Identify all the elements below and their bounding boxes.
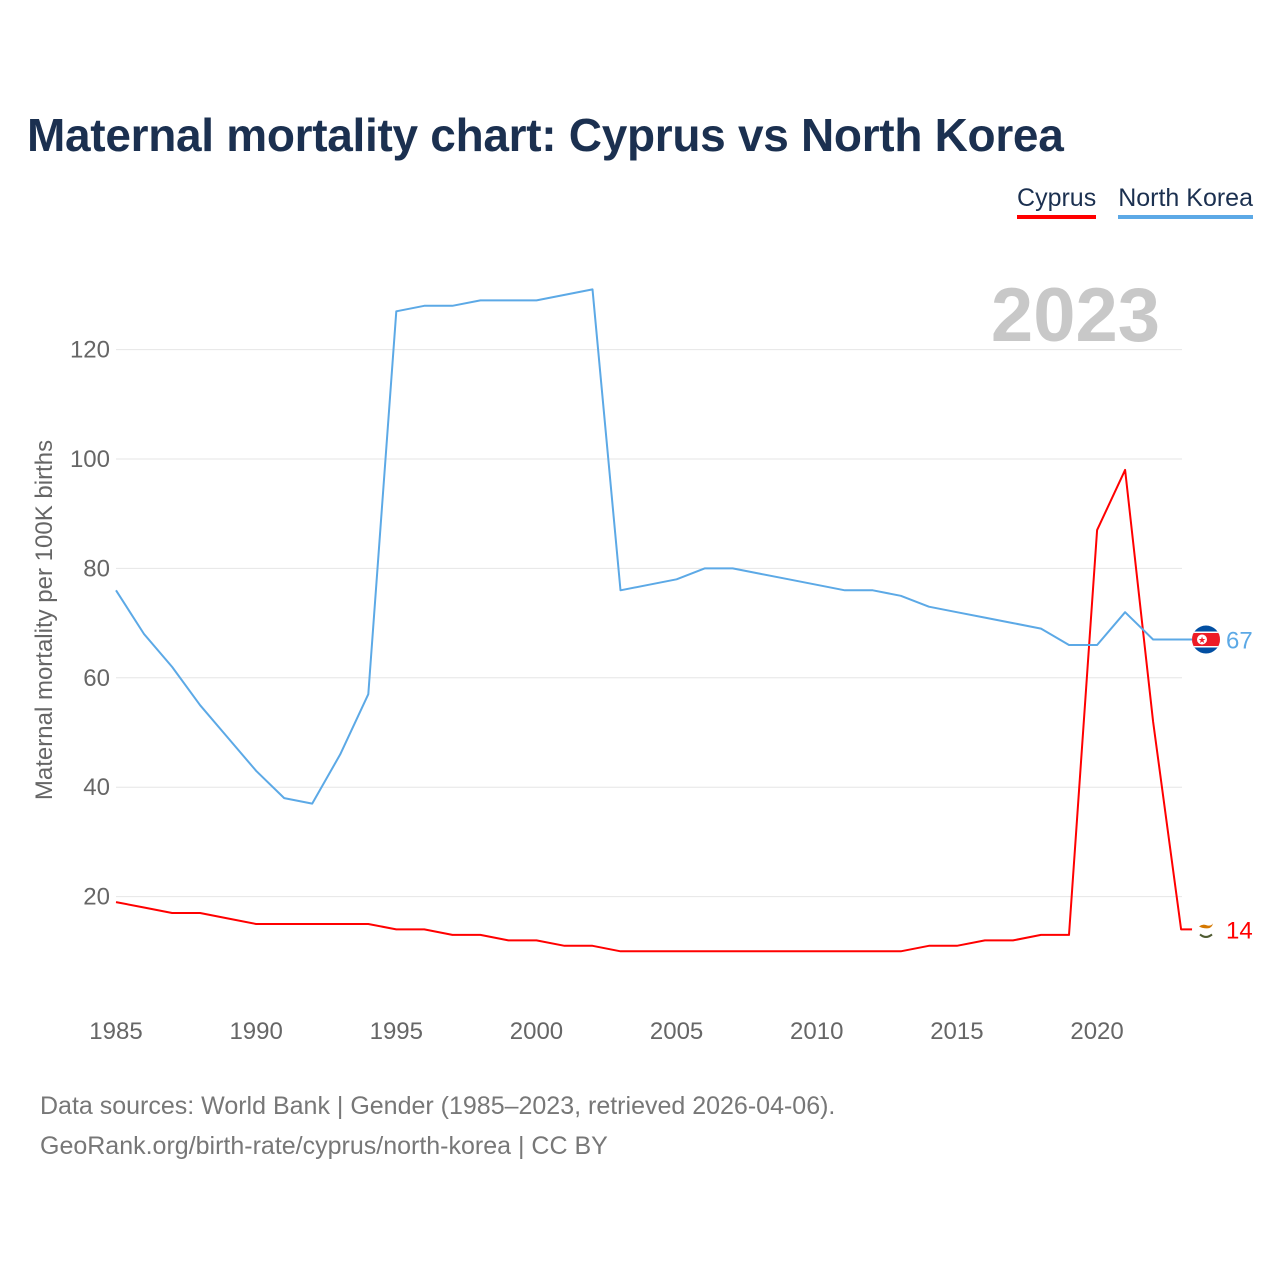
gridlines <box>116 349 1182 898</box>
y-axis-ticks: 20 40 60 80 100 120 <box>70 337 110 911</box>
x-tick-label: 1990 <box>229 1018 282 1045</box>
y-tick-label: 60 <box>83 665 110 692</box>
cyprus-flag-icon <box>1192 915 1220 944</box>
x-tick-label: 1985 <box>89 1018 142 1045</box>
attribution-line[interactable]: GeoRank.org/birth-rate/cyprus/north-kore… <box>40 1132 608 1160</box>
y-tick-label: 20 <box>83 884 110 911</box>
svg-text:★: ★ <box>1198 635 1206 645</box>
x-tick-label: 2015 <box>930 1018 983 1045</box>
end-value-label-north-korea: 67 <box>1226 628 1253 655</box>
end-value-label-cyprus: 14 <box>1226 917 1253 944</box>
y-tick-label: 100 <box>70 446 110 473</box>
year-watermark: 2023 <box>991 273 1160 358</box>
legend-item-cyprus[interactable]: Cyprus <box>1017 184 1097 219</box>
x-tick-label: 2010 <box>790 1018 843 1045</box>
series-lines <box>115 288 1196 953</box>
x-tick-label: 2000 <box>510 1018 563 1045</box>
legend-item-north-korea[interactable]: North Korea <box>1118 184 1253 219</box>
footer: Data sources: World Bank | Gender (1985–… <box>40 1086 835 1166</box>
y-tick-label: 40 <box>83 774 110 801</box>
x-tick-label: 2005 <box>650 1018 703 1045</box>
north-korea-flag-icon: ★ <box>1192 625 1220 654</box>
x-axis-ticks: 1985 1990 1995 2000 2005 2010 2015 2020 <box>89 1018 1123 1045</box>
x-tick-label: 2020 <box>1070 1018 1123 1045</box>
end-markers: 14 ★ 67 <box>1192 625 1253 944</box>
series-line-cyprus <box>115 468 1196 953</box>
series-line-north-korea <box>115 288 1196 805</box>
source-line: Data sources: World Bank | Gender (1985–… <box>40 1092 836 1120</box>
y-tick-label: 120 <box>70 337 110 364</box>
x-tick-label: 1995 <box>370 1018 423 1045</box>
y-tick-label: 80 <box>83 555 110 582</box>
chart-title: Maternal mortality chart: Cyprus vs Nort… <box>27 109 1064 161</box>
y-axis-label: Maternal mortality per 100K births <box>31 440 58 800</box>
legend: Cyprus North Korea <box>1017 184 1253 219</box>
